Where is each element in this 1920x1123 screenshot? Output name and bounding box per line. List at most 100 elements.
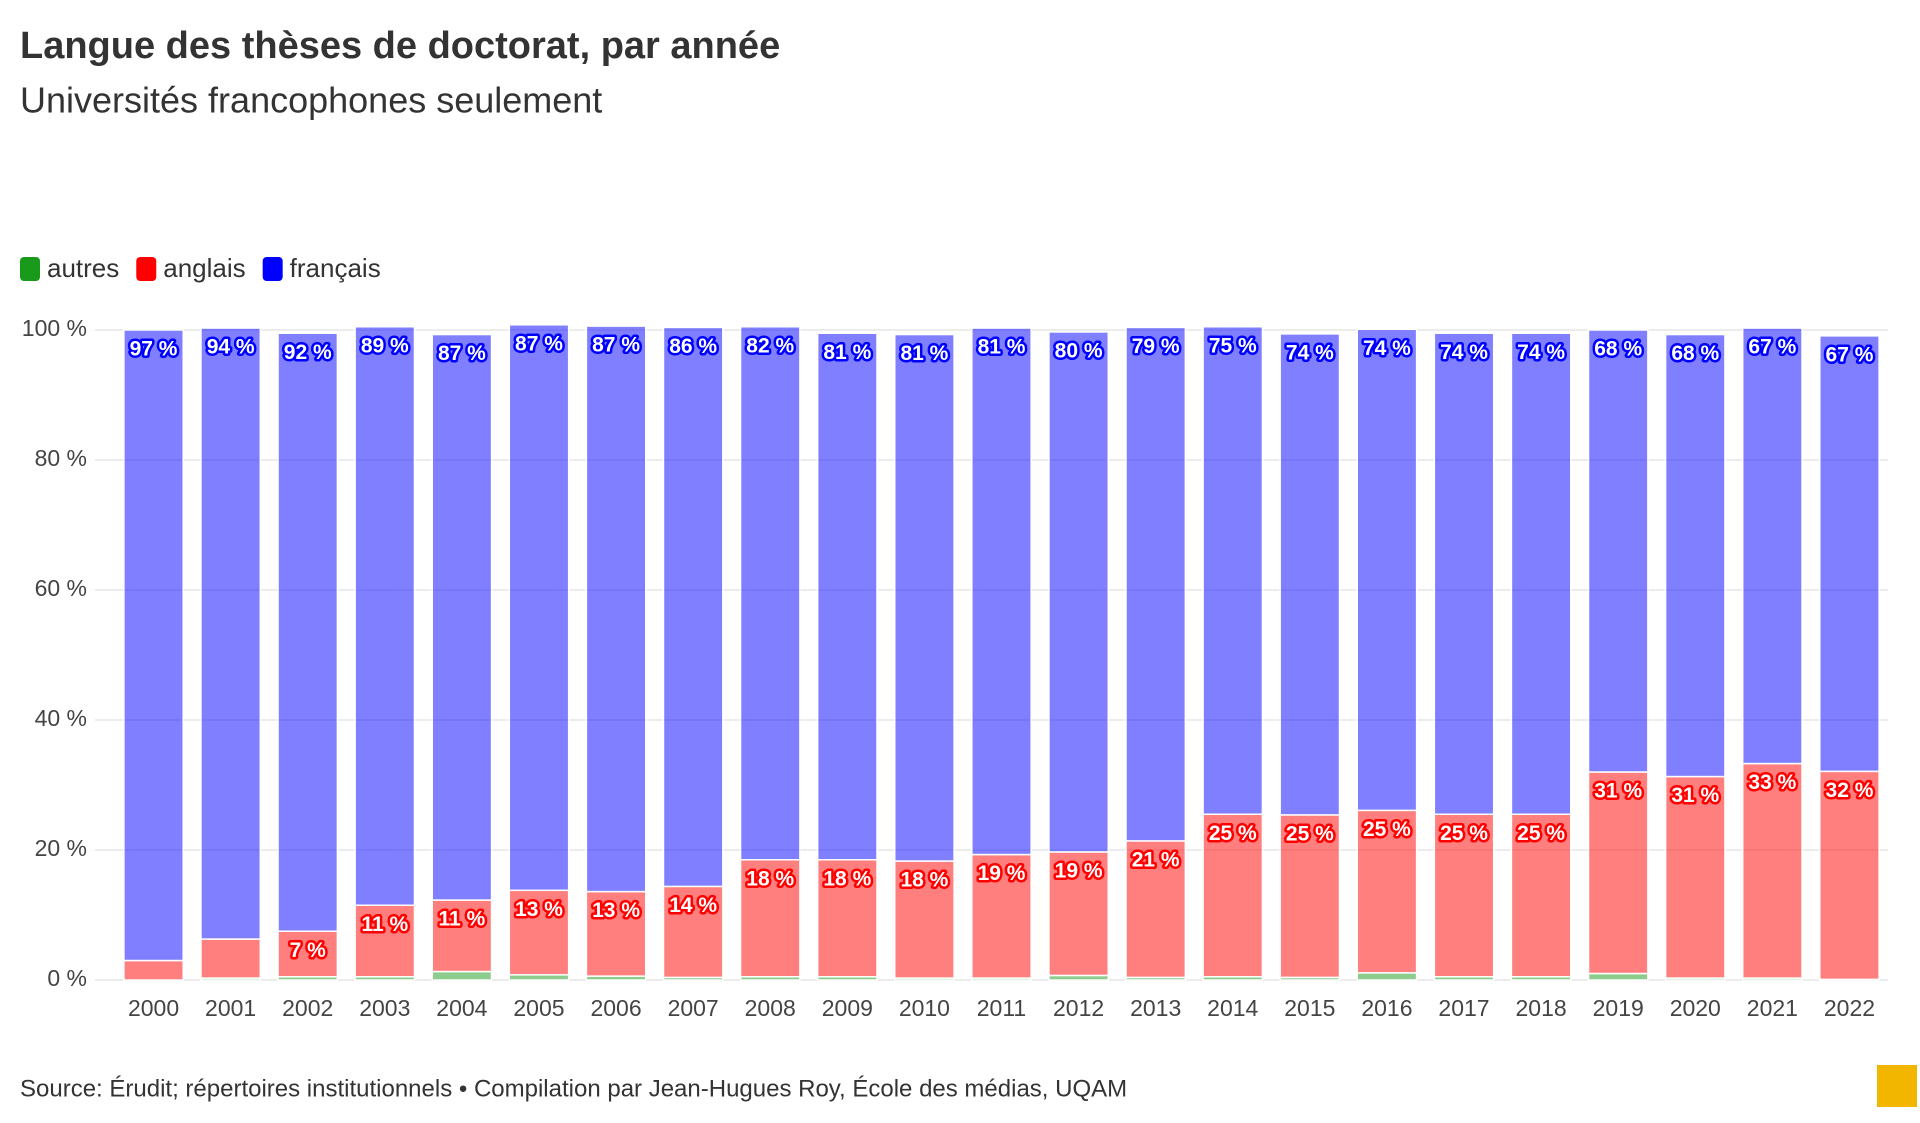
bar-segment — [1356, 809, 1418, 974]
bar-segment — [508, 324, 570, 892]
bar-segment — [354, 904, 416, 978]
value-label: 11 % — [439, 908, 486, 931]
value-label: 25 % — [1440, 822, 1488, 845]
value-label: 81 % — [978, 336, 1026, 359]
value-label: 94 % — [207, 336, 255, 359]
x-tick-label: 2016 — [1361, 995, 1412, 1021]
chart-title: Langue des thèses de doctorat, par année — [20, 25, 780, 67]
value-label: 81 % — [823, 341, 871, 364]
value-label: 14 % — [669, 894, 717, 917]
bar-segment — [1587, 329, 1649, 773]
bar-segment — [971, 853, 1032, 979]
bar-segment — [277, 930, 339, 978]
bar-segment — [508, 974, 570, 981]
value-label: 25 % — [1363, 818, 1411, 841]
bar-segment — [1125, 326, 1187, 842]
x-tick-label: 2009 — [822, 995, 873, 1021]
value-label: 33 % — [1748, 771, 1796, 794]
bar-segment — [277, 332, 339, 932]
bar-segment — [1819, 335, 1880, 773]
value-label: 21 % — [1132, 848, 1180, 871]
bar-segment — [1356, 972, 1418, 981]
legend-swatch — [20, 257, 40, 281]
bar-segment — [1202, 326, 1264, 815]
value-label: 68 % — [1671, 342, 1719, 365]
x-tick-label: 2012 — [1053, 995, 1104, 1021]
value-label: 87 % — [515, 332, 563, 355]
x-tick-label: 2000 — [128, 995, 179, 1021]
bar-segment — [1433, 332, 1495, 815]
value-label: 74 % — [1517, 341, 1565, 364]
bar-segment — [1048, 331, 1110, 853]
bar-segment — [1510, 813, 1572, 978]
value-label: 31 % — [1594, 780, 1642, 803]
value-label: 11 % — [361, 913, 408, 936]
y-tick-label: 80 % — [35, 445, 87, 471]
value-label: 25 % — [1286, 822, 1334, 845]
value-label: 79 % — [1132, 335, 1180, 358]
x-tick-label: 2017 — [1438, 995, 1489, 1021]
x-tick-label: 2001 — [205, 995, 256, 1021]
x-tick-label: 2019 — [1593, 995, 1644, 1021]
value-label: 13 % — [592, 899, 640, 922]
value-label: 87 % — [592, 334, 640, 357]
bar-segment — [893, 333, 955, 862]
value-label: 89 % — [361, 334, 409, 357]
legend-swatch — [262, 257, 283, 281]
y-tick-label: 100 % — [22, 315, 87, 341]
bar-segment — [585, 890, 647, 977]
bar-segment — [1510, 332, 1572, 815]
x-tick-label: 2010 — [899, 995, 950, 1021]
value-label: 80 % — [1055, 339, 1103, 362]
legend-label: français — [290, 253, 381, 283]
value-label: 18 % — [746, 867, 794, 890]
value-label: 25 % — [1209, 822, 1257, 845]
x-tick-label: 2007 — [668, 995, 719, 1021]
bar-segment — [200, 938, 262, 979]
value-label: 74 % — [1286, 341, 1334, 364]
bar-segment — [662, 326, 724, 888]
bar-segment — [1587, 972, 1649, 981]
value-label: 67 % — [1826, 343, 1874, 366]
bar-segment — [123, 329, 184, 962]
bar-segment — [1741, 762, 1803, 979]
x-tick-label: 2021 — [1747, 995, 1798, 1021]
value-label: 67 % — [1748, 336, 1796, 359]
value-label: 7 % — [290, 939, 327, 962]
bar-segment — [200, 327, 262, 940]
x-tick-label: 2002 — [282, 995, 333, 1021]
legend-label: anglais — [163, 253, 245, 283]
x-tick-label: 2018 — [1516, 995, 1567, 1021]
x-tick-label: 2013 — [1130, 995, 1181, 1021]
x-tick-label: 2005 — [513, 995, 564, 1021]
value-label: 97 % — [130, 338, 178, 361]
source: Source: Érudit; répertoires institutionn… — [20, 1075, 1127, 1102]
value-label: 74 % — [1440, 341, 1488, 364]
bar-segment — [971, 327, 1032, 856]
bar-segment — [354, 326, 416, 906]
value-label: 75 % — [1209, 334, 1257, 357]
value-label: 18 % — [823, 867, 871, 890]
bar-segment — [431, 970, 493, 981]
value-label: 68 % — [1594, 338, 1642, 361]
x-tick-label: 2006 — [590, 995, 641, 1021]
bar-segment — [816, 859, 878, 978]
value-label: 13 % — [515, 898, 563, 921]
value-label: 31 % — [1671, 784, 1719, 807]
bar-segment — [1279, 814, 1341, 979]
x-tick-label: 2022 — [1824, 995, 1875, 1021]
x-tick-label: 2008 — [745, 995, 796, 1021]
value-label: 81 % — [900, 342, 948, 365]
bar-segment — [1664, 775, 1726, 979]
bar-segment — [431, 333, 493, 901]
x-tick-label: 2011 — [977, 995, 1026, 1021]
bar-segment — [123, 959, 184, 981]
value-label: 18 % — [900, 869, 948, 892]
bar-segment — [508, 889, 570, 976]
legend-swatch — [136, 257, 157, 281]
bar-segment — [893, 860, 955, 979]
value-label: 74 % — [1363, 337, 1411, 360]
bar-segment — [1741, 327, 1803, 765]
bar-segment — [816, 332, 878, 861]
